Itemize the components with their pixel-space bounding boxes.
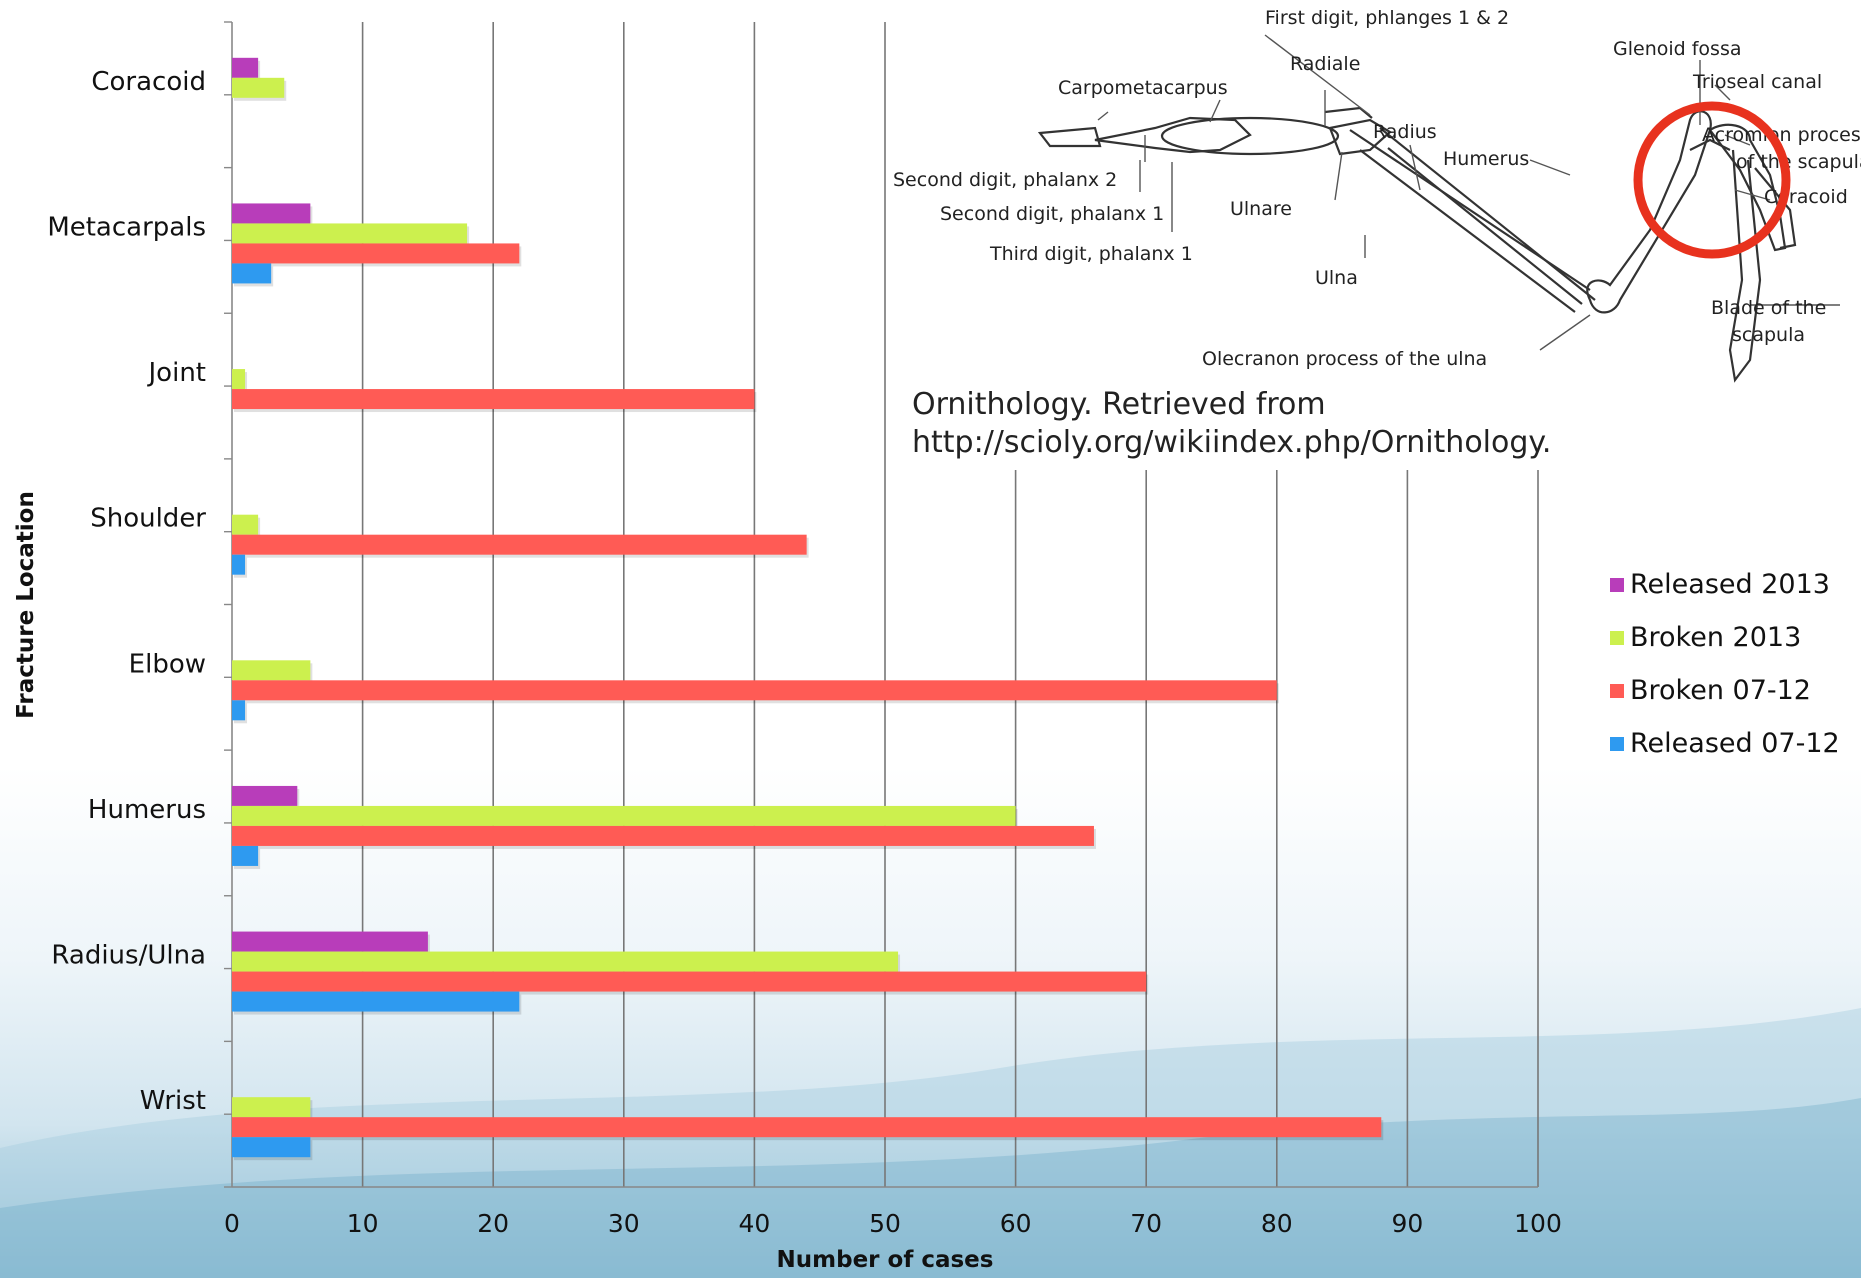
x-tick-label: 70	[1130, 1209, 1162, 1238]
bar	[232, 263, 272, 284]
legend-label: Released 07-12	[1630, 728, 1840, 759]
legend-swatch	[1610, 577, 1624, 592]
bar	[232, 805, 1016, 826]
y-tick-label: Shoulder	[90, 504, 206, 534]
bar	[232, 660, 311, 681]
bar	[232, 369, 246, 390]
x-tick-label: 90	[1391, 1209, 1423, 1238]
x-tick-label: 0	[224, 1209, 240, 1238]
label-glenoid-fossa: Glenoid fossa	[1613, 38, 1742, 60]
label-third-digit-1: Third digit, phalanx 1	[989, 243, 1193, 265]
label-carpometacarpus: Carpometacarpus	[1058, 77, 1228, 99]
y-tick-label: Humerus	[88, 795, 206, 825]
legend-item: Released 2013	[1610, 558, 1840, 611]
legend-swatch	[1610, 683, 1624, 698]
bar	[232, 389, 755, 410]
bar	[232, 1137, 311, 1158]
y-tick-label: Coracoid	[91, 67, 206, 97]
legend-label: Released 2013	[1630, 569, 1830, 600]
citation: Ornithology. Retrieved from http://sciol…	[912, 386, 1612, 462]
x-tick-label: 40	[738, 1209, 770, 1238]
label-trioseal-canal: Trioseal canal	[1692, 71, 1822, 93]
label-acromion-1: Acromion process	[1702, 124, 1861, 146]
x-tick-label: 60	[1000, 1209, 1032, 1238]
bar	[232, 785, 298, 806]
y-tick-label: Joint	[147, 358, 206, 388]
label-radiale: Radiale	[1290, 53, 1360, 75]
legend-item: Broken 2013	[1610, 611, 1840, 664]
bar	[232, 534, 807, 555]
label-blade-1: Blade of the	[1711, 297, 1826, 319]
bar	[232, 991, 520, 1012]
bar	[232, 931, 428, 952]
bar	[232, 971, 1147, 992]
citation-line-2: http://scioly.org/wikiindex.php/Ornithol…	[912, 425, 1552, 460]
legend-item: Broken 07-12	[1610, 664, 1840, 717]
x-tick-label: 100	[1514, 1209, 1562, 1238]
label-olecranon: Olecranon process of the ulna	[1202, 348, 1487, 370]
x-tick-label: 10	[347, 1209, 379, 1238]
y-tick-label: Elbow	[129, 649, 206, 679]
bar	[232, 77, 285, 98]
label-second-digit-2: Second digit, phalanx 2	[893, 169, 1117, 191]
label-ulna: Ulna	[1315, 267, 1358, 289]
wing-anatomy-diagram: First digit, phlanges 1 & 2 Radiale Carp…	[890, 0, 1861, 470]
x-tick-label: 30	[608, 1209, 640, 1238]
y-tick-label: Wrist	[140, 1086, 206, 1116]
label-radius: Radius	[1373, 121, 1437, 143]
x-tick-label: 20	[477, 1209, 509, 1238]
y-axis-title: Fracture Location	[13, 491, 39, 719]
label-first-digit: First digit, phlanges 1 & 2	[1265, 7, 1509, 29]
label-acromion-2: of the scapula	[1736, 151, 1861, 173]
chart-legend: Released 2013 Broken 2013 Broken 07-12 R…	[1610, 558, 1840, 770]
bar	[232, 554, 246, 575]
label-blade-2: scapula	[1732, 324, 1805, 346]
bar	[232, 825, 1094, 846]
legend-label: Broken 07-12	[1630, 675, 1811, 706]
highlight-circle	[1633, 101, 1791, 259]
bar	[232, 700, 246, 721]
bar	[232, 1117, 1382, 1138]
bar	[232, 845, 259, 866]
bar	[232, 223, 468, 244]
legend-swatch	[1610, 736, 1624, 751]
label-second-digit-1: Second digit, phalanx 1	[940, 203, 1164, 225]
bar	[232, 680, 1277, 701]
legend-item: Released 07-12	[1610, 717, 1840, 770]
label-humerus: Humerus	[1443, 148, 1529, 170]
wing-skeleton-drawing: First digit, phlanges 1 & 2 Radiale Carp…	[893, 7, 1861, 383]
x-tick-label: 50	[869, 1209, 901, 1238]
bar	[232, 203, 311, 224]
legend-swatch	[1610, 630, 1624, 645]
label-ulnare: Ulnare	[1230, 198, 1292, 220]
y-tick-label: Radius/Ulna	[51, 941, 206, 971]
legend-label: Broken 2013	[1630, 622, 1802, 653]
bar	[232, 1097, 311, 1118]
bar	[232, 514, 259, 535]
x-tick-label: 80	[1261, 1209, 1293, 1238]
bar	[232, 951, 899, 972]
bar	[232, 57, 259, 78]
label-coracoid: Coracoid	[1764, 186, 1848, 208]
y-tick-label: Metacarpals	[47, 212, 206, 242]
bar	[232, 243, 520, 264]
x-axis-title: Number of cases	[776, 1247, 994, 1273]
citation-line-1: Ornithology. Retrieved from	[912, 387, 1326, 422]
